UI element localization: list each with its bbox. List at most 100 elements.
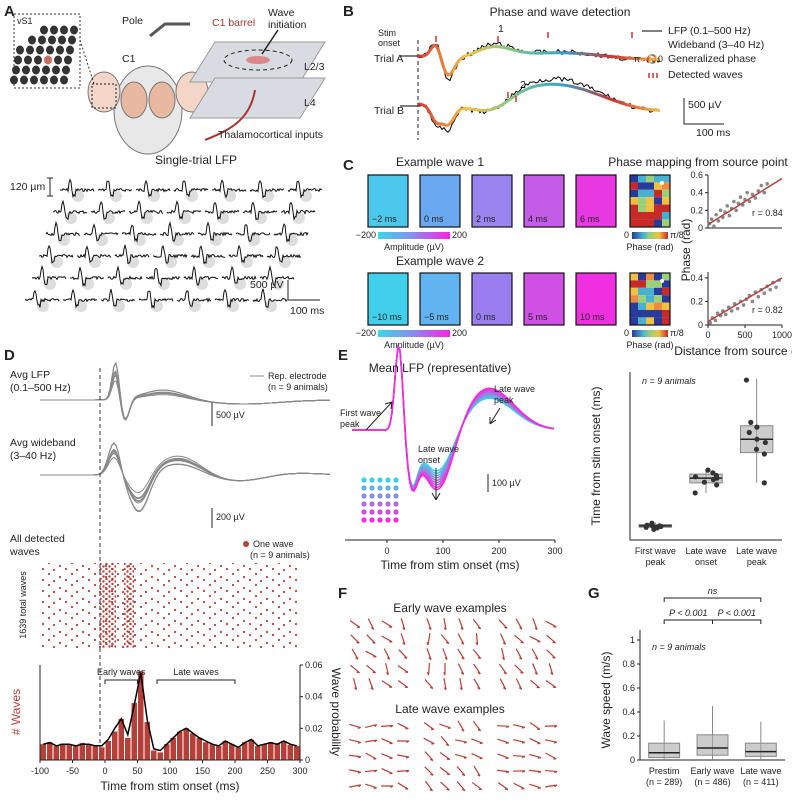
electrode: [361, 485, 367, 491]
electrode: [393, 509, 399, 515]
frame-label: 10 ms: [580, 312, 605, 322]
electrode: [120, 278, 132, 290]
x-tick-label: 300: [547, 546, 562, 556]
panel-label: B: [343, 3, 354, 20]
heatmap: [575, 272, 617, 326]
vector-arrow: [531, 648, 539, 660]
vector-arrow: [443, 677, 447, 691]
barrel: [54, 55, 62, 65]
bar: [177, 731, 183, 760]
heatmap: [471, 174, 513, 228]
phase-cell: [638, 295, 646, 303]
scale-bar: [287, 280, 320, 301]
bar: [138, 671, 144, 760]
phase-cell: [638, 287, 646, 296]
vector-arrow: [472, 618, 482, 630]
inset-marker: [91, 83, 117, 109]
x-tick-label: 100: [162, 766, 177, 776]
bar: [216, 746, 222, 760]
barrel: [64, 55, 72, 65]
electrode: [241, 256, 253, 268]
x-tick-label: Late wave: [736, 546, 777, 556]
vector-arrow: [397, 679, 409, 689]
electrode: [369, 493, 375, 499]
vector-arrow: [545, 680, 557, 689]
x-tick-label: 100: [435, 546, 450, 556]
x-tick-label: Early wave: [690, 766, 734, 776]
vector-arrow: [475, 632, 479, 646]
electrode: [82, 278, 94, 290]
point: [750, 192, 755, 197]
phase-cell: [630, 280, 638, 288]
point: [762, 439, 768, 446]
vector-arrow: [426, 662, 431, 676]
electrode: [361, 493, 367, 499]
heatmap: [419, 174, 461, 228]
barrel: [24, 55, 32, 65]
lfp-trace: [40, 371, 330, 421]
arrow: [489, 407, 501, 425]
vector-arrow: [381, 767, 393, 775]
electrode: [189, 300, 201, 312]
x-tick-label: 150: [195, 766, 210, 776]
barrel: [10, 75, 18, 85]
phase-cell: [630, 175, 638, 183]
vector-arrow: [439, 751, 451, 761]
phase-map: [629, 174, 671, 228]
annotation: r = 0.82: [752, 305, 783, 315]
bar: [261, 744, 267, 760]
phase-cell: [638, 219, 646, 227]
title: Phase mapping from source point: [608, 155, 788, 169]
label: Avg wideband: [10, 437, 76, 449]
phase-cell: [638, 280, 646, 288]
lfp-trace: [280, 201, 316, 221]
box: [648, 742, 681, 759]
point: [727, 213, 732, 218]
lfp-trace: [83, 223, 119, 242]
heatmap: [523, 174, 565, 228]
phase-cell: [630, 212, 638, 220]
legend-entry: One wave: [253, 539, 294, 549]
vector-arrow: [545, 620, 557, 628]
bar: [229, 744, 235, 760]
point: [768, 287, 772, 292]
x-axis-label: Time from stim onset (ms): [101, 779, 240, 793]
lfp-trace: [183, 265, 219, 287]
vector-arrow: [367, 618, 375, 630]
vector-arrow: [349, 664, 361, 674]
vector-arrow: [381, 753, 393, 760]
fit-line: [707, 177, 783, 226]
bar: [203, 742, 209, 760]
vector-fields: [348, 617, 558, 792]
annotation: n = 9 animals: [652, 642, 706, 652]
frame-label: 0 ms: [424, 214, 444, 224]
label: initiation: [268, 19, 307, 31]
lfp-trace: [138, 290, 174, 309]
point: [735, 306, 740, 311]
heatmap: [523, 272, 565, 326]
phase-map: [629, 272, 671, 326]
vector-arrow: [499, 678, 507, 690]
point: [761, 451, 767, 457]
wave-ring: [223, 49, 293, 71]
vector-arrow: [366, 664, 376, 674]
legend-swatch: [647, 54, 657, 64]
electrode: [393, 517, 399, 523]
vector-arrow: [514, 634, 524, 644]
colorbar: [378, 330, 450, 337]
scale-label: 100 µV: [492, 478, 521, 488]
vector-arrow: [512, 754, 526, 759]
bar: [66, 744, 72, 760]
electrode: [377, 485, 383, 491]
colorbar-label: 200: [452, 328, 467, 338]
x-tick-label: 250: [260, 766, 275, 776]
y-tick-label: 0.4: [690, 188, 703, 198]
bar: [196, 737, 202, 760]
electrode: [37, 300, 49, 312]
phase-cell: [646, 212, 654, 220]
electrode: [65, 212, 77, 224]
point: [748, 419, 754, 425]
electrode: [158, 278, 170, 290]
electrode: [172, 234, 184, 246]
x-tick-label: First wave: [635, 546, 676, 556]
